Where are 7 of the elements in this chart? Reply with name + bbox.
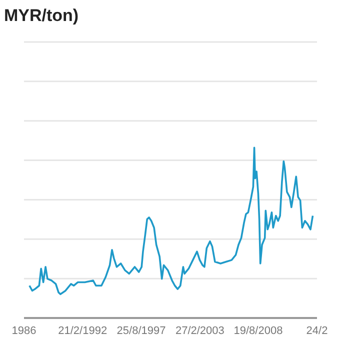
x-tick-label: 25/8/1997 [116,324,166,337]
x-tick-label: 21/2/1992 [58,324,108,337]
x-tick-label: 27/2/2003 [175,324,224,337]
x-tick-label: 24/2 [306,324,328,337]
x-tick-label: 19/8/2008 [234,324,283,337]
x-tick-label: 1986 [12,324,36,337]
chart-title: MYR/ton) [3,5,80,27]
